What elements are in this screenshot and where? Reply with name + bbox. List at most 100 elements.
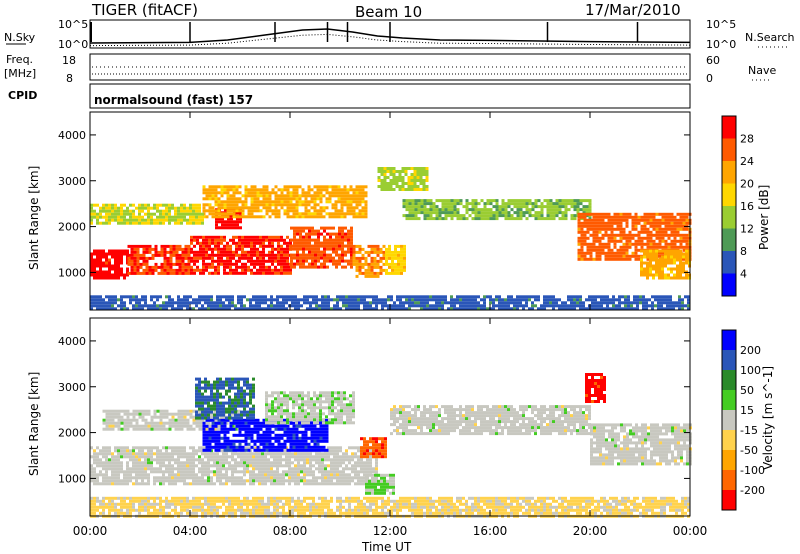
heatmap-cell (631, 242, 635, 246)
heatmap-cell (226, 241, 229, 245)
heatmap-cell (259, 209, 263, 213)
heatmap-cell (370, 244, 374, 248)
heatmap-cell (592, 215, 596, 219)
heatmap-cell (316, 197, 320, 201)
heatmap-cell (669, 298, 672, 302)
heatmap-cell (198, 203, 201, 207)
heatmap-cell (195, 479, 198, 483)
heatmap-cell (394, 262, 397, 266)
heatmap-cell (102, 276, 105, 280)
heatmap-cell (223, 235, 226, 239)
heatmap-cell (302, 259, 305, 263)
heatmap-cell (288, 295, 291, 299)
heatmap-cell (426, 304, 429, 308)
heatmap-cell (147, 218, 150, 222)
heatmap-cell (165, 215, 168, 219)
heatmap-cell (483, 298, 486, 302)
heatmap-cell (354, 298, 357, 302)
heatmap-cell (276, 301, 279, 305)
heatmap-cell (336, 482, 339, 486)
heatmap-cell (459, 199, 463, 203)
heatmap-cell (468, 295, 471, 299)
heatmap-cell (150, 427, 154, 431)
heatmap-cell (411, 304, 414, 308)
heatmap-cell (282, 464, 285, 468)
heatmap-cell (230, 223, 233, 227)
heatmap-cell (358, 212, 362, 216)
heatmap-cell (262, 253, 265, 257)
heatmap-cell (643, 218, 647, 222)
heatmap-cell (504, 214, 508, 218)
heatmap-cell (259, 194, 263, 198)
heatmap-cell (304, 215, 308, 219)
heatmap-cell (358, 256, 362, 260)
heatmap-cell (501, 211, 505, 215)
heatmap-cell (561, 199, 565, 203)
heatmap-cell (622, 218, 626, 222)
heatmap-cell (135, 307, 138, 311)
heatmap-cell (598, 212, 602, 216)
heatmap-cell (187, 244, 191, 248)
heatmap-cell (330, 461, 333, 465)
heatmap-cell (649, 236, 653, 240)
heatmap-cell (147, 458, 150, 462)
heatmap-cell (652, 218, 656, 222)
heatmap-cell (163, 250, 167, 254)
heatmap-cell (293, 262, 296, 266)
heatmap-cell (315, 307, 318, 311)
heatmap-cell (321, 295, 324, 299)
heatmap-cell (283, 271, 286, 275)
heatmap-cell (637, 236, 641, 240)
heatmap-cell (577, 239, 581, 243)
heatmap-cell (516, 301, 519, 305)
heatmap-cell (558, 304, 561, 308)
heatmap-cell (296, 226, 299, 230)
heatmap-cell (355, 259, 359, 263)
heatmap-cell (537, 199, 541, 203)
heatmap-cell (162, 218, 165, 222)
heatmap-cell (441, 301, 444, 305)
heatmap-cell (129, 218, 132, 222)
heatmap-cell (211, 247, 214, 251)
heatmap-cell (320, 256, 323, 260)
heatmap-cell (309, 464, 312, 468)
heatmap-cell (591, 307, 594, 311)
heatmap-cell (422, 182, 426, 185)
heatmap-cell (221, 226, 224, 230)
heatmap-cell (646, 245, 650, 249)
heatmap-cell (573, 217, 577, 221)
heatmap-cell (180, 464, 183, 468)
heatmap-cell (171, 473, 174, 477)
heatmap-cell (311, 238, 314, 242)
heatmap-cell (306, 301, 309, 305)
heatmap-cell (293, 238, 296, 242)
heatmap-cell (640, 258, 643, 262)
heatmap-cell (186, 452, 189, 456)
heatmap-cell (450, 217, 454, 221)
heatmap-cell (309, 452, 312, 456)
heatmap-cell (386, 188, 390, 191)
heatmap-cell (229, 268, 232, 272)
heatmap-cell (640, 273, 643, 277)
heatmap-cell (141, 307, 144, 311)
heatmap-cell (126, 221, 129, 225)
heatmap-cell (358, 197, 362, 201)
heatmap-cell (360, 301, 363, 305)
heatmap-cell (321, 455, 324, 459)
heatmap-cell (364, 262, 368, 266)
heatmap-cell (238, 253, 241, 257)
heatmap-cell (135, 295, 138, 299)
heatmap-cell (235, 197, 239, 201)
heatmap-cell (102, 221, 105, 225)
heatmap-cell (199, 271, 202, 275)
heatmap-cell (357, 298, 360, 302)
heatmap-cell (546, 217, 550, 221)
heatmap-cell (195, 209, 198, 213)
heatmap-cell (240, 452, 243, 456)
heatmap-cell (90, 476, 93, 480)
heatmap-cell (663, 298, 666, 302)
heatmap-cell (168, 206, 171, 210)
heatmap-cell (316, 209, 320, 213)
heatmap-cell (382, 250, 386, 254)
heatmap-cell (192, 218, 195, 222)
